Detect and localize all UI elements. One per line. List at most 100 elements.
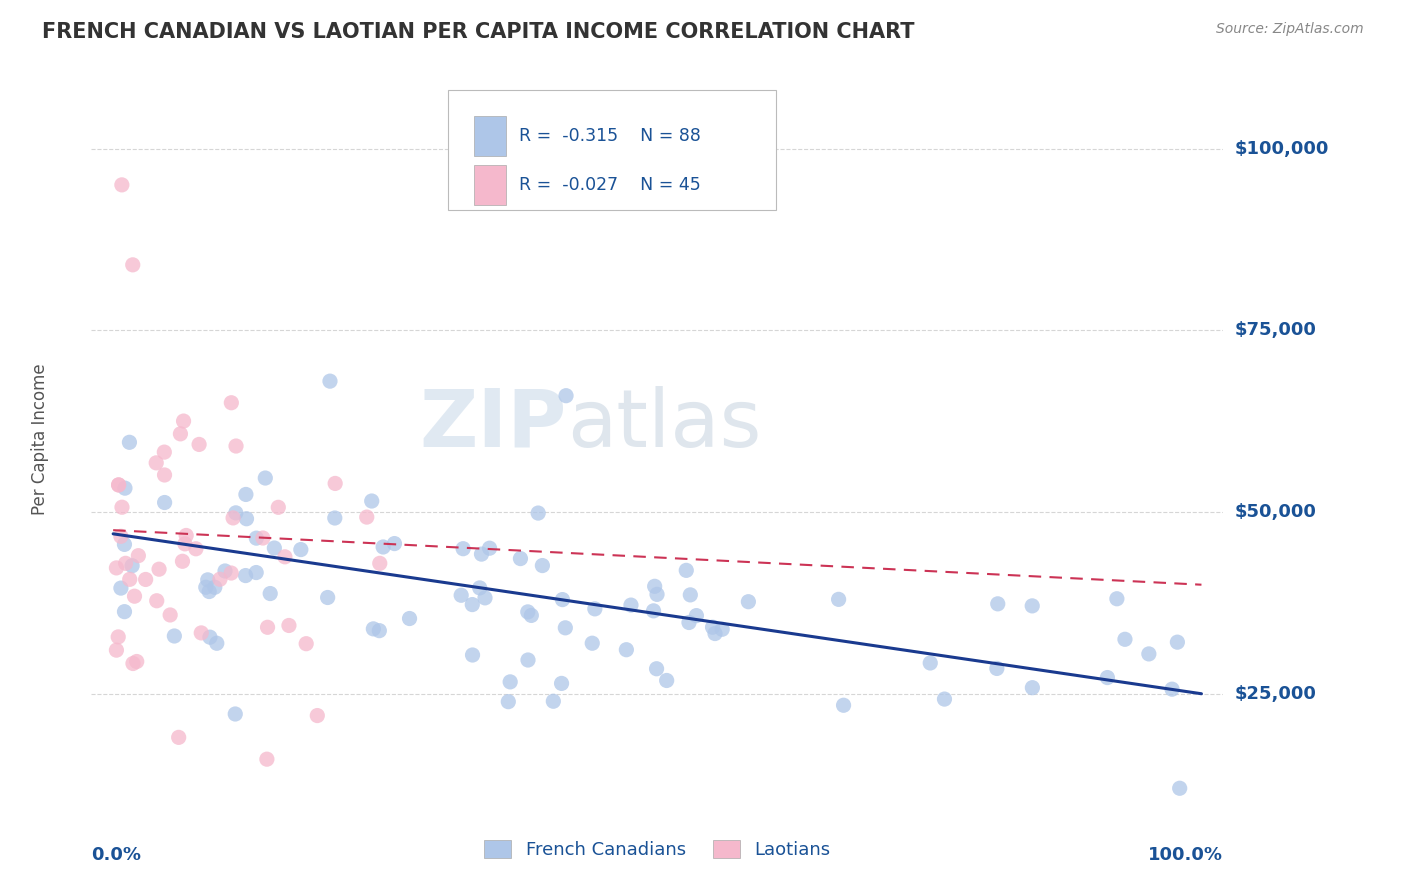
Bar bbox=[474, 165, 506, 205]
Point bbox=[583, 602, 606, 616]
Point bbox=[323, 511, 346, 525]
Point bbox=[319, 374, 342, 388]
Point bbox=[384, 536, 406, 550]
Point bbox=[1021, 681, 1043, 695]
Point bbox=[225, 506, 247, 520]
Point bbox=[827, 592, 849, 607]
Text: $50,000: $50,000 bbox=[1234, 503, 1316, 521]
Point bbox=[256, 620, 278, 634]
Point bbox=[110, 529, 132, 543]
Point bbox=[197, 573, 219, 587]
Point bbox=[174, 528, 197, 542]
Text: R =  -0.315    N = 88: R = -0.315 N = 88 bbox=[519, 128, 702, 145]
Point bbox=[1161, 682, 1184, 697]
Point bbox=[986, 661, 1008, 675]
Point bbox=[278, 618, 301, 632]
Point bbox=[148, 562, 170, 576]
Point bbox=[198, 584, 221, 599]
Point bbox=[118, 435, 141, 450]
Point bbox=[450, 588, 472, 602]
Point bbox=[208, 572, 231, 586]
Point bbox=[245, 566, 267, 580]
Point bbox=[323, 476, 346, 491]
Point bbox=[222, 511, 245, 525]
Point bbox=[832, 698, 855, 713]
Bar bbox=[474, 116, 506, 156]
Point bbox=[114, 605, 136, 619]
Point bbox=[190, 626, 212, 640]
Point bbox=[256, 752, 278, 766]
Point bbox=[368, 557, 391, 571]
Point bbox=[451, 541, 474, 556]
Point bbox=[263, 541, 285, 555]
Point bbox=[461, 598, 484, 612]
Point bbox=[373, 540, 395, 554]
Point bbox=[368, 624, 391, 638]
Legend: French Canadians, Laotians: French Canadians, Laotians bbox=[477, 832, 838, 866]
Point bbox=[221, 396, 243, 410]
Point bbox=[111, 500, 134, 515]
Point bbox=[118, 572, 141, 586]
Point bbox=[520, 608, 543, 623]
Point bbox=[363, 622, 385, 636]
Point bbox=[274, 549, 297, 564]
Point bbox=[478, 541, 501, 556]
Point bbox=[219, 566, 242, 580]
Point bbox=[295, 637, 318, 651]
Text: atlas: atlas bbox=[567, 385, 761, 464]
Point bbox=[235, 568, 257, 582]
Point bbox=[259, 586, 281, 600]
Point bbox=[224, 706, 246, 721]
Point bbox=[167, 731, 190, 745]
Point bbox=[555, 389, 578, 403]
Point bbox=[468, 581, 491, 595]
Point bbox=[110, 581, 132, 595]
Point bbox=[934, 692, 956, 706]
Point bbox=[114, 557, 136, 571]
Point bbox=[645, 587, 668, 601]
Point bbox=[135, 573, 157, 587]
Point bbox=[554, 621, 576, 635]
Point bbox=[360, 494, 382, 508]
Point bbox=[184, 541, 207, 556]
Point bbox=[307, 708, 329, 723]
Point bbox=[290, 542, 312, 557]
Point bbox=[461, 648, 484, 662]
Point bbox=[245, 531, 267, 545]
Point bbox=[1166, 635, 1188, 649]
Point bbox=[173, 414, 195, 428]
Point bbox=[1105, 591, 1128, 606]
Point bbox=[675, 563, 697, 577]
Point bbox=[685, 608, 707, 623]
Point bbox=[527, 506, 550, 520]
Point bbox=[124, 589, 146, 603]
Point bbox=[498, 695, 520, 709]
Point bbox=[194, 580, 217, 594]
Point bbox=[145, 456, 167, 470]
Point bbox=[107, 478, 129, 492]
Point bbox=[122, 657, 145, 671]
Text: 100.0%: 100.0% bbox=[1149, 847, 1223, 864]
Text: $75,000: $75,000 bbox=[1234, 321, 1316, 339]
Point bbox=[111, 178, 134, 192]
Point bbox=[678, 615, 700, 630]
Point bbox=[153, 495, 176, 509]
Point bbox=[121, 558, 143, 573]
Point bbox=[644, 579, 666, 593]
Point bbox=[655, 673, 678, 688]
Text: FRENCH CANADIAN VS LAOTIAN PER CAPITA INCOME CORRELATION CHART: FRENCH CANADIAN VS LAOTIAN PER CAPITA IN… bbox=[42, 22, 915, 42]
Point bbox=[127, 549, 149, 563]
Point bbox=[643, 604, 665, 618]
Point bbox=[114, 481, 136, 495]
Point bbox=[125, 655, 148, 669]
Point bbox=[114, 537, 136, 551]
Point bbox=[205, 636, 228, 650]
Point bbox=[252, 531, 274, 545]
Point bbox=[550, 676, 572, 690]
Point bbox=[159, 607, 181, 622]
Point bbox=[474, 591, 496, 605]
Point bbox=[1168, 781, 1191, 796]
Point bbox=[1097, 671, 1119, 685]
Point bbox=[679, 588, 702, 602]
Point bbox=[107, 630, 129, 644]
